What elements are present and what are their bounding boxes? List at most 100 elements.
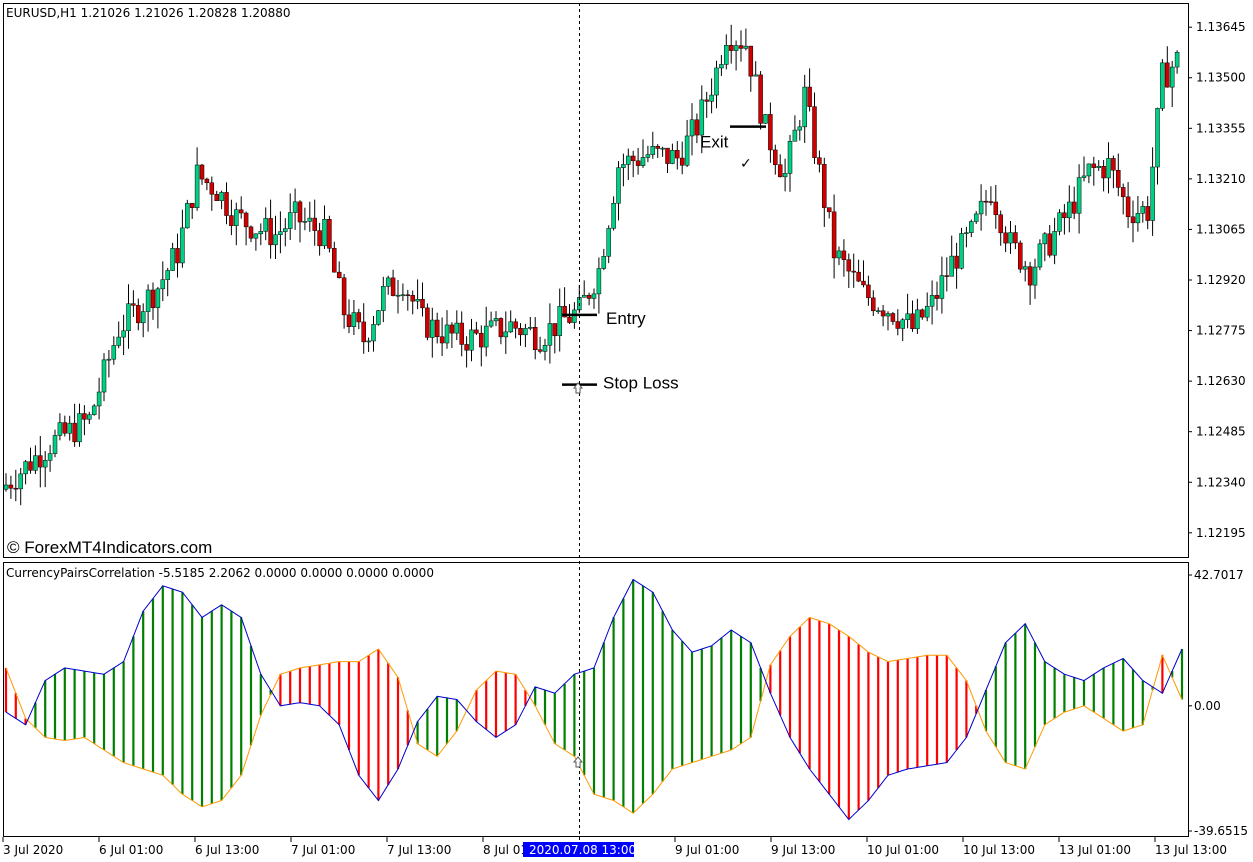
candle	[214, 190, 219, 201]
candle	[385, 275, 391, 295]
candle	[978, 184, 984, 231]
candle	[454, 310, 460, 341]
candle	[1027, 261, 1033, 305]
candle	[180, 209, 185, 268]
candle	[356, 308, 362, 330]
candle	[645, 145, 651, 163]
candle	[655, 144, 660, 158]
candle	[145, 284, 151, 332]
candle	[1003, 226, 1008, 253]
price-tick-label: 1.12920	[1196, 273, 1246, 287]
candle	[366, 337, 371, 353]
stop-loss-label: Stop Loss	[603, 374, 679, 393]
time-tick-label: 7 Jul 01:00	[291, 843, 355, 857]
candle	[185, 199, 190, 229]
candle	[591, 288, 597, 309]
candle	[684, 119, 690, 168]
candle	[959, 227, 964, 270]
candle	[126, 284, 131, 349]
candle	[679, 141, 685, 175]
candle	[96, 377, 102, 420]
candle	[336, 261, 342, 279]
candle	[160, 261, 166, 302]
candle	[626, 148, 631, 180]
candle	[439, 317, 445, 356]
candle	[278, 211, 283, 254]
candle	[283, 218, 288, 247]
candle	[3, 473, 9, 492]
candle	[116, 321, 121, 349]
candle	[983, 189, 989, 216]
price-tick-label: 1.13065	[1196, 222, 1246, 236]
price-tick-label: 1.12630	[1196, 374, 1246, 388]
candle	[1120, 183, 1126, 215]
candle	[175, 233, 180, 278]
candle	[204, 177, 210, 191]
candle	[111, 336, 117, 365]
main-chart-header: EURUSD,H1 1.21026 1.21026 1.20828 1.2088…	[6, 6, 291, 20]
candle	[1155, 107, 1160, 185]
candle	[552, 323, 558, 354]
candle	[332, 241, 337, 273]
price-tick-label: 1.12485	[1196, 425, 1246, 439]
candle	[42, 451, 48, 488]
candle	[846, 253, 852, 289]
candle	[993, 184, 999, 229]
candle	[1057, 209, 1062, 236]
candle	[498, 317, 504, 345]
candle	[635, 147, 641, 175]
candle	[973, 211, 979, 225]
candle	[841, 239, 847, 277]
candle	[528, 316, 533, 331]
price-axis: 1.13645 1.13500 1.13355 1.13210 1.13065 1.129…	[1188, 20, 1246, 540]
candle	[929, 280, 935, 325]
candle	[503, 311, 509, 354]
candle	[733, 40, 739, 71]
candle	[430, 307, 435, 358]
candle	[258, 223, 264, 246]
candle	[327, 215, 332, 253]
candle	[939, 256, 945, 314]
price-tick-label: 1.13355	[1196, 121, 1246, 135]
indicator-tick-label: 0.00	[1194, 699, 1221, 713]
checkmark-icon: ✓	[740, 156, 752, 172]
candle	[8, 475, 14, 499]
candle	[1032, 258, 1038, 299]
time-tick-label: 6 Jul 01:00	[99, 843, 163, 857]
candle	[738, 30, 744, 62]
candle	[1081, 156, 1087, 182]
up-arrow-icon	[572, 382, 584, 394]
candle	[82, 405, 87, 436]
candle	[606, 225, 611, 264]
candle	[812, 92, 817, 164]
candle	[861, 260, 866, 288]
candle	[62, 415, 68, 437]
candle	[880, 304, 886, 327]
candle	[346, 299, 352, 334]
time-tick-label: 10 Jul 01:00	[867, 843, 939, 857]
candle	[1091, 156, 1097, 186]
candle	[101, 353, 107, 402]
indicator-panel[interactable]	[3, 562, 1189, 837]
price-tick-label: 1.13645	[1196, 20, 1246, 34]
candle	[768, 102, 773, 163]
candle	[1106, 142, 1111, 194]
candle	[875, 307, 881, 314]
main-price-panel[interactable]	[3, 3, 1189, 558]
candle	[131, 290, 136, 317]
candle	[1111, 155, 1116, 189]
price-tick-label: 1.12195	[1196, 526, 1246, 540]
entry-label: Entry	[606, 309, 646, 328]
time-tick-label: 10 Jul 13:00	[963, 843, 1035, 857]
time-tick-label: 13 Jul 13:00	[1155, 843, 1227, 857]
candle	[1022, 260, 1028, 282]
crosshair-time-box	[523, 842, 634, 857]
time-tick-label: 6 Jul 13:00	[195, 843, 259, 857]
candle	[920, 308, 925, 320]
candle	[420, 282, 425, 317]
candle	[866, 275, 871, 306]
indicator-header: CurrencyPairsCorrelation -5.5185 2.2062 …	[6, 566, 434, 580]
candle	[557, 288, 562, 352]
blue-correlation-line	[5, 578, 1183, 821]
